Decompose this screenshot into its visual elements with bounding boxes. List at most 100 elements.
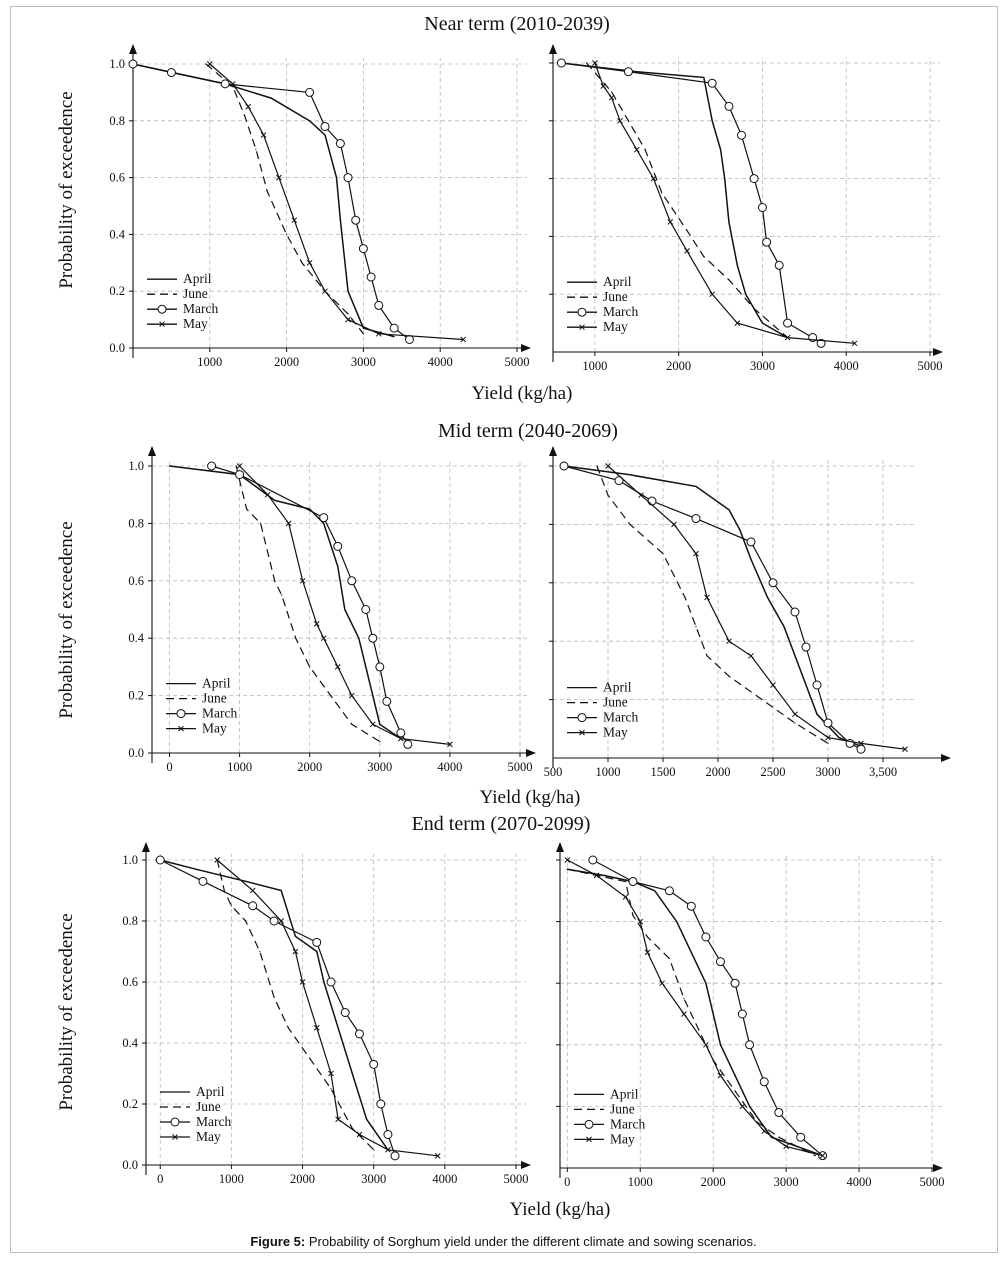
series-line — [607, 465, 906, 750]
data-point — [340, 1008, 350, 1017]
data-point — [230, 905, 232, 907]
x-tick-label: 1000 — [596, 765, 621, 779]
data-point — [614, 476, 624, 486]
data-point — [739, 529, 741, 531]
data-point — [734, 1090, 736, 1092]
series-march — [556, 58, 826, 348]
data-point — [749, 174, 759, 184]
data-point — [264, 491, 271, 498]
x-tick-label: 3000 — [774, 1175, 799, 1189]
legend-marker — [579, 324, 585, 331]
data-point — [703, 76, 705, 79]
data-point — [761, 1128, 768, 1134]
data-point — [761, 322, 764, 324]
y-tick-label: 0.8 — [128, 516, 144, 530]
data-point — [396, 728, 406, 738]
data-point — [312, 937, 322, 947]
legend-marker — [176, 709, 186, 719]
data-point — [309, 120, 311, 122]
data-point — [737, 130, 746, 140]
x-tick-label: 2000 — [274, 355, 299, 369]
x-tick-label: 1000 — [582, 359, 607, 373]
chart-panel: 1000 2000 3000 4000 5000 0.0 0.2 0.4 0.6 0.8 1.0 Ne… — [56, 13, 610, 369]
y-tick-label: 0.0 — [109, 341, 125, 355]
series-line — [209, 63, 464, 341]
series-june — [596, 465, 829, 745]
x-tick-label: 3000 — [367, 760, 392, 774]
y-axis-label: Probability of exceedence — [56, 913, 77, 1110]
legend-marker — [584, 1119, 594, 1129]
data-point — [337, 1027, 339, 1029]
series-may — [206, 61, 467, 343]
y-tick-label: 0.4 — [109, 227, 125, 241]
x-tick-label: 4000 — [847, 1175, 872, 1189]
data-point — [684, 596, 686, 599]
data-point — [326, 977, 336, 987]
data-point — [334, 664, 341, 670]
data-point — [205, 63, 207, 65]
data-point — [799, 669, 802, 672]
data-point — [128, 59, 138, 69]
data-point — [661, 192, 663, 194]
data-point — [686, 901, 696, 911]
y-tick-label: 0.4 — [128, 631, 144, 645]
legend-marker — [577, 307, 587, 317]
data-point — [347, 290, 349, 292]
x-axis-label: Yield (kg/ha) — [472, 383, 573, 404]
data-point — [745, 293, 747, 295]
data-point — [362, 327, 364, 329]
data-point — [361, 605, 371, 614]
data-point — [260, 132, 267, 138]
data-point — [393, 336, 395, 338]
data-point — [366, 272, 376, 282]
data-point — [299, 577, 306, 584]
data-point — [603, 874, 605, 877]
data-point — [168, 465, 171, 467]
x-tick-label: 5000 — [920, 1175, 945, 1189]
x-tick-label: 1500 — [651, 765, 676, 779]
data-point — [778, 1136, 780, 1138]
data-point — [611, 91, 613, 93]
series-line — [586, 62, 788, 339]
data-point — [757, 203, 767, 212]
series-may — [605, 463, 908, 753]
legend-label: March — [603, 304, 638, 319]
data-point — [460, 336, 467, 343]
y-tick-label: 0.6 — [109, 171, 125, 185]
x-tick-label: 4000 — [437, 760, 462, 774]
legend-marker — [579, 729, 585, 736]
data-point — [588, 855, 598, 865]
data-point — [372, 695, 374, 697]
data-point — [280, 889, 282, 892]
chart-panel: 0 1000 2000 3000 4000 5000 0.0 0.2 0.4 0.6 0.8 1.0 E… — [56, 813, 590, 1186]
data-point — [243, 114, 245, 116]
data-point — [229, 81, 236, 87]
data-point — [295, 637, 297, 639]
legend-label: March — [183, 301, 218, 316]
x-tick-label: 2000 — [666, 359, 691, 373]
data-point — [719, 1044, 722, 1046]
legend-marker — [172, 1134, 178, 1140]
data-point — [816, 338, 826, 348]
data-point — [737, 1009, 747, 1019]
data-point — [223, 889, 225, 892]
legend-label: April — [610, 1086, 639, 1101]
series-june — [205, 63, 364, 335]
data-point — [671, 521, 677, 528]
data-point — [646, 936, 649, 938]
data-point — [794, 722, 796, 724]
data-point — [748, 652, 754, 659]
y-tick-label: 0.2 — [128, 689, 144, 703]
data-point — [617, 117, 623, 124]
y-axis-label: Probability of exceedence — [56, 91, 77, 288]
series-line — [563, 465, 862, 747]
data-point — [719, 149, 722, 151]
x-tick-label: 2000 — [290, 1172, 315, 1186]
series-line — [159, 859, 396, 1156]
data-point — [691, 514, 701, 524]
data-point — [195, 868, 197, 870]
data-point — [249, 887, 256, 894]
data-point — [358, 244, 368, 254]
